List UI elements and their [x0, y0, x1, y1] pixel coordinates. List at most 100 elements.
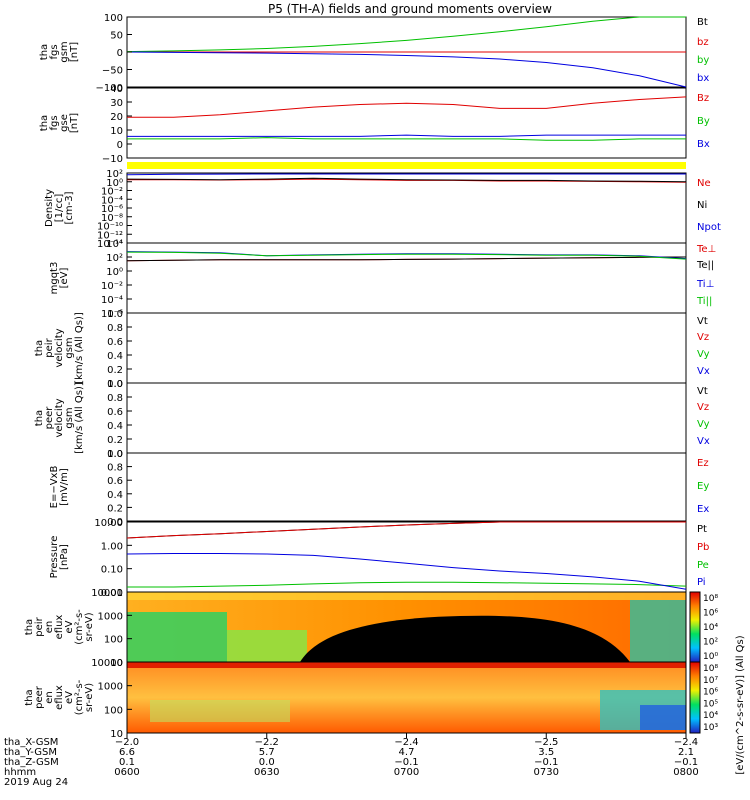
y-tick-label: 0.2 [107, 503, 123, 514]
legend-entry: Vx [697, 366, 710, 377]
y-tick-label: 0.2 [107, 435, 123, 446]
y-tick-label: 0.10 [101, 565, 123, 576]
y-tick-label: 0.6 [107, 407, 123, 418]
y-tick-label: 100 [104, 705, 123, 716]
panel-density [126, 172, 687, 244]
y-axis-label-line: en [44, 621, 55, 634]
x-tick-label: 0.1 [119, 757, 135, 768]
y-axis-label-line: fgs [49, 115, 60, 130]
x-tick-label: −0.1 [674, 757, 698, 768]
y-tick-label: 1000 [98, 611, 123, 622]
y-axis-label-line: sr-eV) [84, 612, 95, 641]
y-tick-label: 0.8 [107, 323, 123, 334]
legend-entry: Vt [697, 386, 708, 397]
y-axis-label-line: [1/cc] [54, 194, 65, 223]
y-tick-label: 0.8 [107, 463, 123, 474]
y-tick-label: 0.2 [107, 365, 123, 376]
y-tick-label: −50 [102, 66, 123, 77]
y-axis-label-line: gsm [64, 407, 75, 428]
y-axis-label-line: Pressure [49, 536, 60, 579]
y-tick-label: 100 [104, 635, 123, 646]
y-tick-label: 0.8 [107, 393, 123, 404]
y-tick-label: 0.4 [107, 421, 123, 432]
colorbar-tick-label: 10⁵ [703, 699, 718, 709]
y-tick-label: 0.6 [107, 476, 123, 487]
colorbar-peer [689, 661, 701, 734]
x-axis: tha_X-GSM −2.0 −2.2 −2.4 −2.5 −2.4 tha_Y-GSM 6.… [4, 733, 699, 788]
legend-entry: Ez [697, 458, 709, 469]
y-tick-label: 10² [106, 169, 123, 180]
y-axis-label-line: eV [64, 691, 75, 704]
y-tick-label: 40 [110, 84, 123, 95]
series-line-pt [126, 521, 686, 539]
y-tick-label: 0.0 [107, 449, 123, 460]
series-line-bz [127, 96, 687, 118]
y-tick-label: 1.0 [107, 449, 123, 460]
y-tick-label: 100 [104, 13, 123, 24]
x-tick-label: 2.1 [678, 747, 694, 758]
legend-entry: Npot [697, 222, 721, 233]
x-tick-label: 0630 [254, 767, 279, 778]
y-tick-label: 10⁻⁶ [101, 309, 123, 320]
series-line-pi [126, 553, 687, 590]
x-tick-label: 6.6 [119, 747, 135, 758]
y-tick-label: 0.0 [107, 517, 123, 528]
colorbar-tick-label: 10⁸ [703, 594, 718, 604]
x-tick-label: 3.5 [538, 747, 554, 758]
y-axis-label-line: fgs [49, 44, 60, 59]
y-axis-label-line: [km/s (All Qs)] [74, 382, 85, 454]
series-line-npot [126, 173, 686, 176]
y-tick-label: 1.0 [107, 379, 123, 390]
y-tick-label: 0.6 [107, 337, 123, 348]
colorbar-tick-label: 10⁴ [703, 623, 718, 633]
colorbar-peir [689, 591, 701, 663]
colorbar-tick-label: 10⁶ [703, 609, 718, 619]
y-axis-label-line: velocity [54, 398, 65, 437]
x-tick-label: −0.1 [534, 757, 558, 768]
y-axis-label-line: E=−VxB [49, 466, 60, 509]
x-tick-label: −2.4 [394, 737, 418, 748]
y-axis-label-line: (cm²-s- [74, 679, 85, 715]
y-axis-label-line: [nT] [69, 113, 80, 133]
legend-entry: Ti|| [696, 296, 712, 307]
series-line-by [127, 137, 686, 141]
y-axis-label-line: en [44, 691, 55, 704]
colorbar-tick-label: 10² [703, 638, 718, 648]
y-axis-label-line: peir [34, 616, 45, 636]
y-tick-label: 10 [110, 729, 123, 740]
x-tick-label: 0800 [673, 767, 698, 778]
colorbar-tick-label: 10⁰ [703, 652, 718, 662]
y-tick-label: 10⁴ [106, 239, 123, 250]
y-axis-label-line: velocity [54, 328, 65, 367]
y-axis-label-line: sr-eV) [84, 683, 95, 712]
y-tick-label: 10000 [91, 588, 123, 599]
y-tick-label: 10⁰ [106, 267, 123, 278]
y-axis-label-line: tha [39, 115, 50, 131]
legend-entry: Ey [697, 481, 709, 492]
x-tick-label: −2.5 [534, 737, 558, 748]
y-tick-label: 0 [117, 140, 123, 151]
legend-entry: Bx [697, 139, 710, 150]
y-axis-label-line: Density [44, 189, 55, 227]
legend-entry: Ne [697, 178, 711, 189]
x-tick-label: 0730 [534, 767, 559, 778]
y-tick-label: 10² [106, 253, 123, 264]
colorbar-tick-label: 10⁸ [703, 664, 718, 674]
legend-entry: Ex [697, 504, 709, 515]
y-axis-label-line: [nT] [69, 42, 80, 62]
panel-peir-velocity [126, 312, 687, 384]
y-axis-label-line: gse [59, 114, 70, 132]
x-tick-label: 0700 [394, 767, 419, 778]
y-tick-label: 10⁰ [106, 178, 123, 189]
series-line-pb [126, 521, 686, 539]
panel-fgs-gse [126, 87, 687, 159]
y-tick-label: 10⁻⁴ [101, 295, 123, 306]
date-label: 2019 Aug 24 [4, 777, 68, 788]
legend-entry: Pt [697, 524, 707, 535]
y-tick-label: 10⁻² [101, 281, 123, 292]
legend-entry: by [697, 55, 709, 66]
legend-entry: Vt [697, 316, 708, 327]
y-tick-label: 20 [110, 112, 123, 123]
